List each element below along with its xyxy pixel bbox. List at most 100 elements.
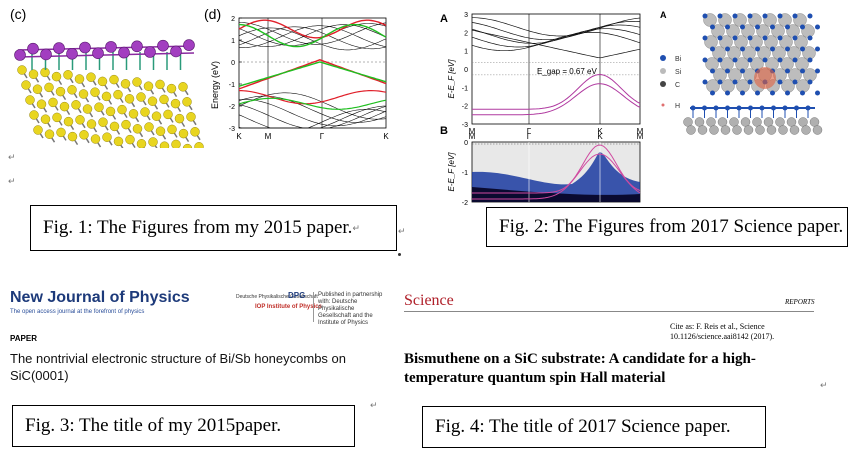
- structure-top-view: A Bi Si C H: [660, 10, 823, 135]
- si-atom-side: [778, 125, 788, 135]
- si-atom: [735, 57, 749, 71]
- substrate-atom: [48, 97, 58, 108]
- bi-atom-side: [794, 105, 799, 111]
- si-atom: [796, 79, 810, 93]
- bi-atom: [710, 24, 715, 30]
- bi-atom-side: [759, 105, 765, 111]
- arpes-band: [472, 153, 641, 200]
- bi-atom-side: [782, 105, 788, 111]
- band-black: [238, 23, 387, 46]
- return-mark: ↵: [352, 222, 360, 233]
- legend-label-c: C: [675, 82, 680, 89]
- highlight-region: [754, 67, 776, 89]
- substrate-atom: [82, 104, 93, 114]
- si-atom: [736, 79, 750, 93]
- njp-title-line2: SiC(0001): [10, 368, 69, 383]
- band-black: [238, 99, 387, 127]
- substrate-atom: [166, 83, 177, 94]
- bi-atom: [815, 90, 820, 96]
- bi-atom: [27, 42, 39, 55]
- science-title-line1: Bismuthene on a SiC substrate: A candida…: [404, 351, 756, 367]
- ytick-a: -3: [462, 122, 468, 129]
- substrate-atom: [109, 74, 119, 85]
- si-atom-side: [752, 117, 762, 127]
- si-atom-side: [729, 117, 739, 127]
- substrate-atom: [17, 65, 27, 75]
- band-black: [471, 24, 641, 44]
- bi-atom: [79, 41, 91, 54]
- si-atom-side: [697, 125, 708, 135]
- si-atom-side: [743, 125, 754, 135]
- bi-atom: [53, 42, 65, 54]
- band-black: [471, 29, 641, 59]
- bi-atom: [815, 46, 820, 52]
- substrate-atom: [128, 109, 139, 119]
- substrate-atom: [44, 82, 54, 93]
- bi-atom: [747, 35, 753, 41]
- substrate-atom: [155, 126, 166, 136]
- substrate-atom: [121, 119, 131, 130]
- substrate-atom: [171, 139, 181, 148]
- si-atom: [795, 57, 809, 71]
- bi-atom: [717, 13, 723, 19]
- panel-label-c: (c): [10, 6, 27, 22]
- band-black: [238, 27, 387, 51]
- si-atom-side: [706, 117, 716, 127]
- dpg-logo: DPG: [288, 291, 306, 300]
- bi-atom: [785, 90, 790, 96]
- return-mark-4: ↵: [370, 400, 378, 410]
- substrate-atom: [55, 86, 66, 97]
- ytick-a: 2: [464, 30, 468, 37]
- substrate-atom: [86, 119, 97, 129]
- band-red: [239, 90, 387, 105]
- bi-atom: [755, 24, 760, 30]
- band-black: [471, 28, 641, 48]
- bi-atom-side: [805, 105, 811, 111]
- bi-atom: [717, 35, 723, 41]
- plot-frame-a: [471, 13, 641, 125]
- xtick-d: M: [265, 132, 272, 141]
- bi-atom: [732, 35, 738, 41]
- bi-atom: [777, 57, 783, 63]
- substrate-atom: [44, 129, 55, 139]
- bi-atom: [40, 48, 52, 61]
- band-green: [238, 97, 387, 110]
- xtick-b: M: [469, 132, 476, 141]
- bi-atom: [800, 68, 805, 74]
- ytick-a: 3: [464, 12, 468, 19]
- substrate-atom: [33, 125, 43, 135]
- structure-side-view: [14, 39, 204, 148]
- substrate-atom: [75, 115, 85, 125]
- njp-paper-title: The nontrivial electronic structure of B…: [10, 350, 380, 384]
- substrate-atom: [148, 137, 158, 147]
- substrate-atom: [52, 112, 62, 123]
- bi-atom-side: [736, 105, 742, 111]
- xtick-b: K: [597, 132, 603, 141]
- substrate-atom: [97, 76, 108, 87]
- bi-atom: [66, 47, 78, 60]
- si-atom-side: [694, 117, 705, 127]
- return-mark-2: ↵: [8, 176, 16, 186]
- substrate-atom: [21, 80, 31, 90]
- band-red: [238, 19, 387, 39]
- njp-journal-name: New Journal of Physics: [10, 289, 190, 306]
- bi-atom: [740, 46, 745, 52]
- substrate-atom: [170, 98, 181, 109]
- legend-swatch-si: [660, 68, 666, 74]
- panel-label-structure: A: [660, 10, 667, 20]
- substrate-atom: [178, 82, 188, 92]
- substrate-atom: [155, 79, 165, 90]
- xtick-a: K: [597, 127, 603, 136]
- substrate-atom: [90, 87, 100, 97]
- bi-atom: [710, 90, 715, 96]
- si-atom-side: [740, 117, 751, 127]
- science-cite: Cite as: F. Reis et al., Science 10.1126…: [670, 322, 774, 342]
- bi-atom: [732, 57, 738, 63]
- band-magenta: [472, 83, 641, 116]
- substrate-atom: [102, 132, 112, 142]
- bi-atom: [762, 35, 768, 41]
- bi-atom: [762, 57, 768, 63]
- bi-atom: [792, 57, 798, 63]
- ylabel-a: E-E_F [eV]: [447, 59, 456, 99]
- bi-atom: [792, 35, 798, 41]
